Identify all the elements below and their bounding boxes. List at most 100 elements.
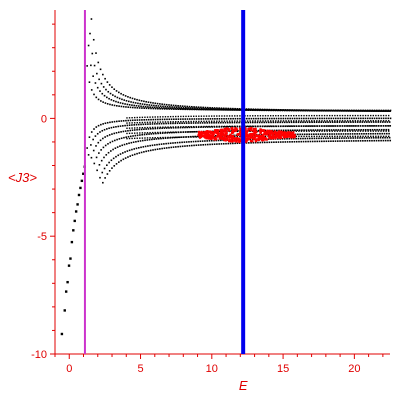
band-point	[133, 116, 136, 119]
lower-branch-point	[111, 140, 114, 143]
band-point	[149, 126, 151, 129]
lower-branch-point	[318, 121, 320, 124]
upper-branch-point	[189, 108, 191, 111]
lower-branch-point	[323, 117, 326, 120]
band-point	[385, 135, 387, 138]
lower-branch-point	[389, 117, 392, 120]
band-point	[159, 131, 162, 134]
band-point	[354, 125, 357, 127]
lower-branch-point	[377, 121, 380, 123]
lower-branch-point	[112, 126, 115, 129]
lower-branch-point	[171, 136, 174, 139]
band-point	[144, 126, 146, 129]
band-point	[303, 130, 305, 132]
upper-branch-point	[246, 108, 249, 111]
lower-branch-point	[267, 133, 270, 136]
upper-branch-point	[96, 86, 99, 89]
lower-branch-point	[349, 133, 352, 135]
upper-branch-point	[316, 109, 319, 112]
band-point	[226, 115, 228, 117]
lower-branch-point	[131, 129, 134, 132]
lower-branch-point	[185, 141, 188, 143]
band-point	[210, 125, 213, 128]
lower-branch-point	[288, 137, 291, 140]
lower-branch-point	[135, 147, 138, 150]
lower-branch-point	[133, 153, 136, 156]
red-cluster-point	[204, 136, 208, 139]
upper-branch-point	[157, 107, 159, 110]
lower-branch-point	[176, 122, 179, 125]
band-point	[185, 115, 187, 118]
upper-branch-point	[143, 100, 145, 103]
lower-branch-point	[176, 141, 179, 144]
upper-branch-point	[168, 108, 171, 110]
lower-branch-point	[294, 129, 296, 132]
upper-branch-point	[162, 105, 164, 108]
red-cluster-point	[269, 130, 273, 133]
upper-branch-point	[258, 109, 261, 112]
upper-branch-point	[103, 94, 106, 97]
upper-branch-point	[227, 107, 230, 110]
lower-branch-point	[116, 146, 119, 148]
band-point	[336, 130, 339, 132]
band-point	[362, 125, 364, 127]
band-point	[264, 125, 267, 127]
band-point	[331, 130, 333, 132]
lower-branch-point	[167, 142, 170, 145]
lower-branch-point	[128, 142, 130, 145]
lower-branch-point	[201, 122, 204, 124]
upper-branch-point	[280, 109, 283, 111]
upper-branch-point	[268, 108, 271, 111]
lower-branch-point	[200, 118, 203, 120]
band-point	[146, 132, 149, 134]
lower-branch-point	[154, 148, 157, 151]
upper-branch-point	[216, 108, 219, 110]
red-cluster-point	[198, 132, 201, 135]
lower-branch-point	[314, 117, 317, 120]
lower-branch-point	[268, 117, 271, 120]
lower-branch-point	[384, 121, 386, 123]
band-point	[223, 120, 226, 122]
lower-branch-point	[315, 121, 318, 124]
lower-branch-point	[140, 128, 143, 131]
band-point	[239, 135, 241, 138]
upper-branch-point	[133, 104, 136, 107]
upper-branch-point	[193, 106, 195, 108]
lower-branch-point	[363, 121, 366, 123]
lower-branch-point	[381, 132, 384, 135]
band-point	[146, 126, 149, 129]
lower-branch-point	[206, 122, 208, 124]
lower-branch-point	[220, 139, 222, 142]
red-cluster-point	[248, 127, 251, 130]
upper-branch-point	[217, 108, 220, 111]
lower-branch-point	[126, 150, 129, 152]
upper-branch-point	[321, 109, 324, 112]
lower-branch-point	[281, 138, 284, 140]
upper-branch-point	[145, 100, 147, 103]
lower-branch-point	[317, 129, 319, 131]
lower-branch-point	[216, 118, 218, 120]
y-tick-label: 0	[41, 113, 47, 125]
band-point	[252, 115, 254, 117]
lower-branch-point	[102, 181, 104, 184]
lower-branch-point	[206, 140, 208, 142]
upper-branch-point	[204, 106, 207, 109]
lower-branch-point	[144, 139, 146, 142]
band-point	[359, 114, 362, 117]
lower-branch-point	[113, 165, 116, 167]
lower-branch-point	[112, 148, 114, 151]
lower-branch-point	[133, 124, 136, 126]
upper-branch-point	[207, 107, 210, 110]
lower-branch-point	[255, 117, 257, 120]
lower-branch-point	[118, 120, 120, 122]
band-point	[246, 125, 249, 127]
lower-branch-point	[274, 121, 277, 124]
red-cluster-point	[220, 136, 223, 139]
band-point	[380, 125, 382, 127]
lower-branch-point	[327, 121, 329, 123]
lower-branch-point	[232, 142, 234, 145]
band-point	[336, 120, 339, 122]
lower-branch-point	[343, 140, 346, 142]
red-cluster-point	[214, 129, 217, 132]
red-cluster-point	[221, 130, 224, 133]
